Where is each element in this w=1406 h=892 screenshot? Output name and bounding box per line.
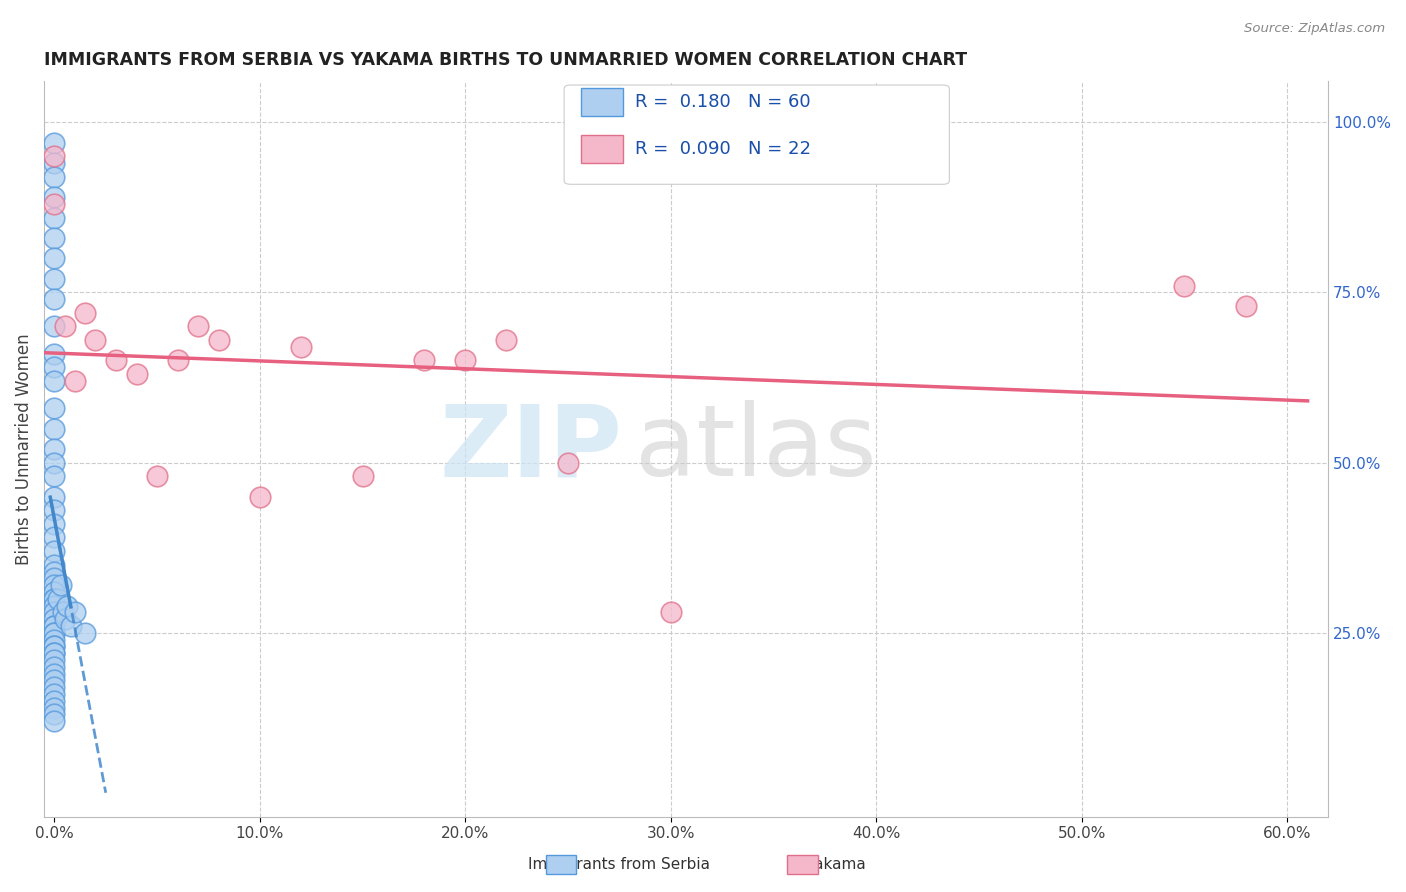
Point [44,156,66,170]
Point [44,687,66,701]
Point [75,306,97,320]
Point [44,558,66,572]
Point [1173,278,1195,293]
Point [63,606,86,620]
Point [44,374,66,388]
Point [187,319,209,334]
Point [44,211,66,225]
Point [557,456,579,470]
Point [166,353,188,368]
Point [44,714,66,729]
Point [75,625,97,640]
Point [44,272,66,286]
Point [44,490,66,504]
Point [454,353,477,368]
Point [44,231,66,245]
Point [44,591,66,606]
Y-axis label: Births to Unmarried Women: Births to Unmarried Women [15,333,32,565]
Point [84,333,107,347]
Point [208,333,231,347]
Point [44,578,66,592]
Point [290,340,312,354]
Point [44,666,66,681]
Point [44,632,66,647]
Point [52,606,75,620]
Point [1234,299,1257,313]
Point [44,190,66,204]
Point [44,599,66,613]
Point [44,169,66,184]
Point [44,646,66,660]
Text: IMMIGRANTS FROM SERBIA VS YAKAMA BIRTHS TO UNMARRIED WOMEN CORRELATION CHART: IMMIGRANTS FROM SERBIA VS YAKAMA BIRTHS … [44,51,967,69]
Point [44,469,66,483]
Point [44,591,66,606]
Point [49,578,72,592]
Text: Yakama: Yakama [807,857,866,872]
Text: R =  0.090   N = 22: R = 0.090 N = 22 [634,140,811,158]
Point [44,401,66,416]
Point [63,374,86,388]
Point [44,619,66,633]
Point [44,360,66,375]
Point [125,367,148,381]
Point [48,591,70,606]
Text: Source: ZipAtlas.com: Source: ZipAtlas.com [1244,22,1385,36]
Point [44,700,66,714]
Point [44,346,66,360]
Text: R =  0.180   N = 60: R = 0.180 N = 60 [634,93,810,111]
Text: atlas: atlas [634,401,876,498]
Point [44,292,66,306]
Point [44,503,66,517]
Point [44,252,66,266]
Point [352,469,374,483]
Point [44,544,66,558]
Point [44,319,66,334]
Point [53,612,76,626]
Point [44,565,66,579]
Point [413,353,436,368]
Point [44,516,66,531]
Point [44,612,66,626]
Point [105,353,128,368]
Point [495,333,517,347]
Point [55,599,77,613]
Point [44,653,66,667]
Point [44,136,66,150]
Point [44,625,66,640]
Point [44,421,66,435]
Point [44,673,66,688]
Bar [581,88,623,116]
Point [44,694,66,708]
Point [44,660,66,674]
Point [44,640,66,654]
Point [44,197,66,211]
Point [44,646,66,660]
Text: ZIP: ZIP [439,401,621,498]
Point [44,619,66,633]
Point [146,469,169,483]
Point [44,606,66,620]
Point [44,585,66,599]
Point [44,456,66,470]
Point [53,319,76,334]
FancyBboxPatch shape [564,85,949,185]
Point [249,490,271,504]
Point [44,149,66,163]
Point [44,640,66,654]
Point [659,606,682,620]
Text: Immigrants from Serbia: Immigrants from Serbia [527,857,710,872]
Point [44,625,66,640]
Point [44,680,66,694]
Point [44,531,66,545]
Bar [581,135,623,163]
Point [44,707,66,722]
Point [59,619,82,633]
Point [44,571,66,585]
Point [44,442,66,456]
